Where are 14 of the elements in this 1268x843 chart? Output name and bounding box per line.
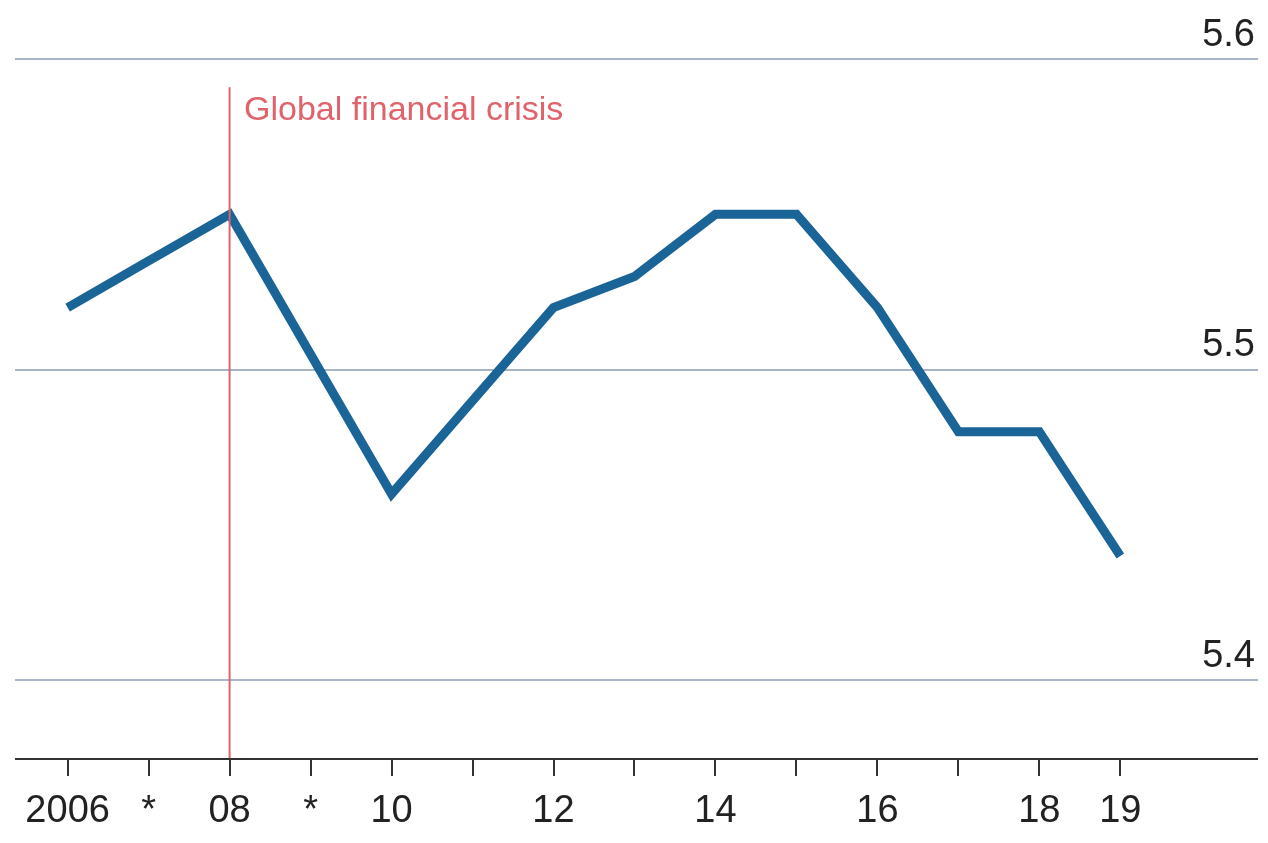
x-tick-label: 2006 <box>25 787 110 830</box>
x-tick-label: 19 <box>1099 787 1142 830</box>
x-tick-label: 12 <box>532 787 575 830</box>
x-tick-label: * <box>303 787 319 830</box>
x-tick-label: * <box>141 787 157 830</box>
y-tick-label: 5.5 <box>1202 322 1255 365</box>
x-tick-label: 08 <box>208 787 251 830</box>
y-tick-label: 5.4 <box>1202 633 1255 676</box>
x-tick-label: 16 <box>856 787 899 830</box>
y-tick-label: 5.6 <box>1202 11 1255 54</box>
x-tick-label: 18 <box>1018 787 1061 830</box>
ref-line-label: Global financial crisis <box>244 89 564 127</box>
x-tick-label: 10 <box>370 787 413 830</box>
x-tick-label: 14 <box>694 787 737 830</box>
